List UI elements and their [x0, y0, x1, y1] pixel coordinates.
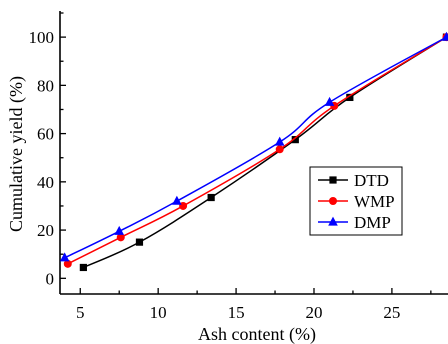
- legend-label: DTD: [354, 171, 389, 190]
- y-tick-label: 40: [37, 173, 54, 192]
- data-point-triangle: [274, 136, 285, 146]
- legend-label: DMP: [354, 213, 391, 232]
- x-tick-label: 15: [228, 303, 245, 322]
- y-tick-label: 60: [37, 125, 54, 144]
- y-tick-label: 20: [37, 221, 54, 240]
- data-point-square: [135, 238, 144, 246]
- data-point-triangle: [59, 252, 70, 262]
- legend: DTD WMP DMP: [309, 166, 403, 236]
- data-point-triangle: [328, 216, 338, 226]
- x-axis-title: Ash content (%): [198, 324, 316, 344]
- legend-item-dmp: DMP: [318, 213, 391, 232]
- x-tick-label: 20: [305, 303, 322, 322]
- x-tick-label: 10: [150, 303, 167, 322]
- x-tick-label: 5: [76, 303, 85, 322]
- y-tick-label: 0: [46, 269, 55, 288]
- data-point-triangle: [114, 225, 125, 235]
- data-point-circle: [63, 259, 72, 268]
- series-dmp: [59, 31, 448, 262]
- data-point-square: [207, 193, 215, 202]
- data-point-square: [346, 93, 354, 102]
- axes: 0 20 40 60 80 100 5 10 15 20 25: [29, 11, 448, 322]
- data-point-triangle: [441, 31, 448, 41]
- series-group: [59, 31, 448, 272]
- legend-item-wmp: WMP: [318, 192, 395, 211]
- y-tick-label: 80: [37, 76, 54, 95]
- data-point-circle: [329, 197, 337, 205]
- legend-item-dtd: DTD: [318, 171, 389, 190]
- data-point-square: [79, 263, 87, 272]
- data-point-triangle: [324, 96, 335, 106]
- y-tick-label: 100: [29, 28, 55, 47]
- data-point-circle: [275, 145, 284, 154]
- data-point-square: [329, 176, 337, 184]
- data-point-square: [291, 136, 299, 144]
- legend-label: WMP: [354, 192, 395, 211]
- x-tick-label: 25: [383, 303, 400, 322]
- data-point-circle: [116, 233, 125, 242]
- y-axis-title: Cumulative yield (%): [6, 76, 27, 232]
- data-point-triangle: [172, 195, 182, 205]
